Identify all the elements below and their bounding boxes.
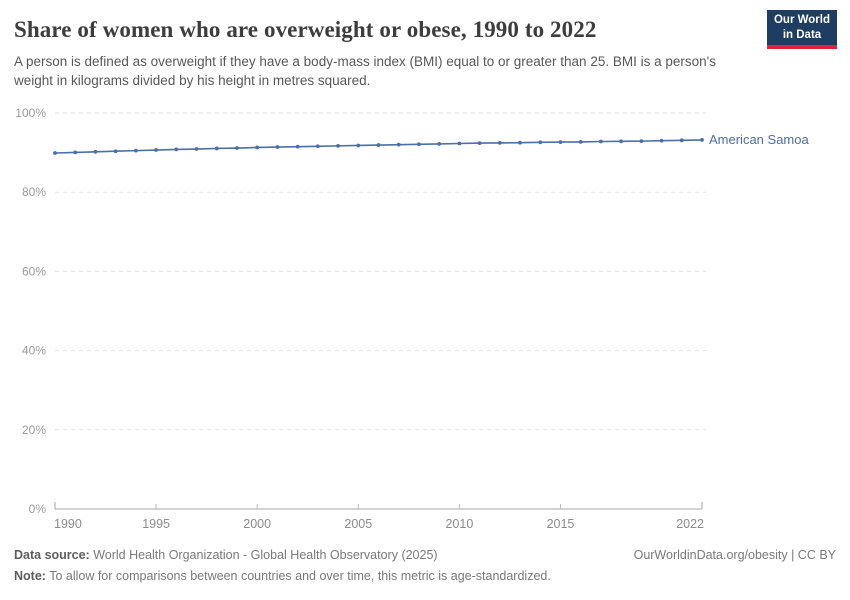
owid-logo-line1: Our World	[773, 14, 830, 27]
svg-text:80%: 80%	[22, 185, 46, 199]
svg-text:0%: 0%	[29, 502, 47, 516]
svg-text:2015: 2015	[547, 517, 575, 531]
svg-text:100%: 100%	[15, 106, 46, 120]
owid-logo-line2: in Data	[782, 28, 822, 41]
svg-text:1995: 1995	[142, 517, 170, 531]
data-source-label: Data source:	[14, 548, 90, 562]
svg-text:20%: 20%	[22, 423, 46, 437]
chart-subtitle: A person is defined as overweight if the…	[14, 53, 716, 88]
chart-footer: Data source: World Health Organization -…	[14, 545, 836, 587]
svg-text:2010: 2010	[445, 517, 473, 531]
series-label-american-samoa[interactable]: American Samoa	[709, 132, 809, 147]
chart-header: Share of women who are overweight or obe…	[14, 16, 754, 90]
svg-text:40%: 40%	[22, 344, 46, 358]
owid-logo[interactable]: Our World in Data	[767, 10, 837, 49]
note-label: Note:	[14, 569, 46, 583]
note-text: To allow for comparisons between countri…	[45, 569, 551, 583]
svg-text:1990: 1990	[54, 517, 82, 531]
note-line: Note: To allow for comparisons between c…	[14, 566, 836, 587]
svg-text:2000: 2000	[243, 517, 271, 531]
svg-text:60%: 60%	[22, 264, 46, 278]
svg-text:2005: 2005	[344, 517, 372, 531]
data-source-text: World Health Organization - Global Healt…	[89, 548, 438, 562]
footer-citation-link[interactable]: OurWorldinData.org/obesity | CC BY	[633, 548, 836, 562]
chart-title: Share of women who are overweight or obe…	[14, 17, 597, 42]
svg-text:2022: 2022	[676, 517, 704, 531]
data-source-line: Data source: World Health Organization -…	[14, 545, 836, 566]
